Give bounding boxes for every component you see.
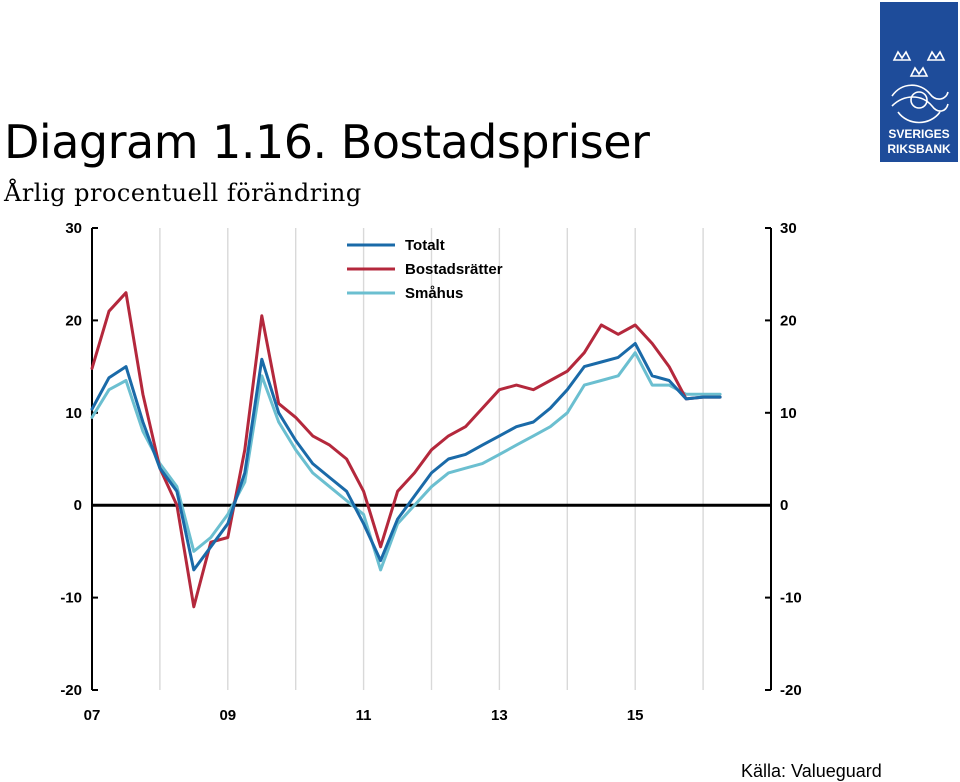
x-tick-label: 13 [491,707,508,724]
chart-grid [159,228,704,690]
y-tick-label-right: 0 [780,497,788,514]
y-tick-label-left: 0 [74,497,82,514]
legend-label-1: Totalt [405,237,445,254]
logo-line1: SVERIGES [888,127,949,141]
y-tick-label-right: 30 [780,220,797,237]
chart-axes [91,228,772,690]
series-line-3 [90,351,722,572]
chart-series [90,291,722,609]
page-title: Diagram 1.16. Bostadspriser [4,115,650,169]
y-tick-label-left: -10 [60,590,82,607]
chart-legend: Totalt Bostadsrätter Småhus [347,237,503,302]
series-line-2 [90,291,722,609]
y-tick-label-left: 30 [65,220,82,237]
legend-label-2: Bostadsrätter [405,261,503,278]
y-tick-label-left: 20 [65,312,82,329]
y-tick-label-right: 10 [780,405,797,422]
x-tick-label: 15 [627,707,644,724]
riksbank-emblem: SVERIGES RIKSBANK [887,50,951,156]
page-subtitle: Årlig procentuell förändring [4,179,362,207]
y-tick-label-right: 20 [780,312,797,329]
source-note: Källa: Valueguard [741,761,882,781]
legend-label-3: Småhus [405,285,463,302]
x-tick-label: 11 [356,707,372,724]
y-tick-label-right: -10 [780,590,802,607]
x-tick-label: 09 [219,707,236,724]
y-tick-label-left: -20 [60,682,82,699]
logo-line2: RIKSBANK [887,142,951,156]
riksbank-logo: SVERIGES RIKSBANK [880,2,958,162]
y-tick-label-right: -20 [780,682,802,699]
y-tick-label-left: 10 [65,405,82,422]
series-line-1 [90,342,722,572]
x-tick-label: 07 [84,707,101,724]
